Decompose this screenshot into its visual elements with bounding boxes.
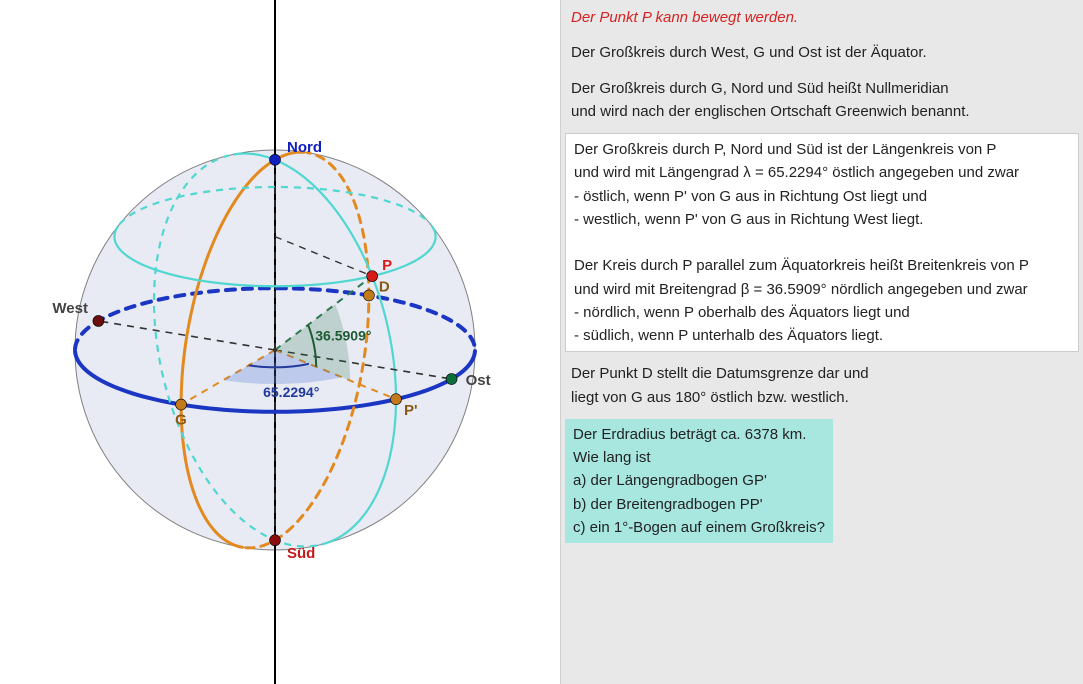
svg-text:65.2294°: 65.2294° xyxy=(263,384,319,400)
mid1: Der Punkt D stellt die Datumsgrenze dar … xyxy=(571,365,869,382)
graphics-viewport[interactable]: 65.2294° 36.5909° Nord Süd West Ost G D P' P xyxy=(0,0,560,684)
point-D xyxy=(363,290,374,301)
point-G xyxy=(176,399,187,410)
point-P' xyxy=(391,394,402,405)
point-Nord xyxy=(270,154,281,165)
box1-l2: und wird mit Längengrad λ = 65.2294° öst… xyxy=(574,161,1070,184)
q4: b) der Breitengradbogen PP' xyxy=(573,493,825,516)
side-panel: Der Punkt P kann bewegt werden. Der Groß… xyxy=(560,0,1083,684)
box1-l5: Der Kreis durch P parallel zum Äquatorkr… xyxy=(574,254,1070,277)
label-G: G xyxy=(175,412,187,429)
q5: c) ein 1°-Bogen auf einem Großkreis? xyxy=(573,516,825,539)
hint-text: Der Punkt P kann bewegt werden. xyxy=(565,4,1079,31)
point-P[interactable] xyxy=(367,271,378,282)
point-West xyxy=(93,315,104,326)
svg-text:36.5909°: 36.5909° xyxy=(315,328,371,344)
box1-l3: - östlich, wenn P' von G aus in Richtung… xyxy=(574,185,1070,208)
dateline-text: Der Punkt D stellt die Datumsgrenze dar … xyxy=(565,360,1079,411)
mid2: liegt von G aus 180° östlich bzw. westli… xyxy=(571,389,849,406)
label-Süd: Süd xyxy=(287,545,315,562)
label-P': P' xyxy=(404,402,418,419)
box1-l6: und wird mit Breitengrad β = 36.5909° nö… xyxy=(574,278,1070,301)
q3: a) der Längengradbogen GP' xyxy=(573,469,825,492)
box1-l1: Der Großkreis durch P, Nord und Süd ist … xyxy=(574,138,1070,161)
intro-equator: Der Großkreis durch West, G und Ost ist … xyxy=(565,39,1079,66)
point-Ost xyxy=(446,374,457,385)
sphere-diagram[interactable]: 65.2294° 36.5909° Nord Süd West Ost G D P' P xyxy=(0,0,560,684)
definitions-box: Der Großkreis durch P, Nord und Süd ist … xyxy=(565,133,1079,352)
intro2a: Der Großkreis durch G, Nord und Süd heiß… xyxy=(571,80,949,97)
box1-l8: - südlich, wenn P unterhalb des Äquators… xyxy=(574,324,1070,347)
question-box: Der Erdradius beträgt ca. 6378 km. Wie l… xyxy=(565,419,833,543)
label-P: P xyxy=(382,257,392,274)
box1-l7: - nördlich, wenn P oberhalb des Äquators… xyxy=(574,301,1070,324)
point-Süd xyxy=(270,535,281,546)
q1: Der Erdradius beträgt ca. 6378 km. xyxy=(573,423,825,446)
label-Nord: Nord xyxy=(287,139,322,156)
intro-nullmeridian: Der Großkreis durch G, Nord und Süd heiß… xyxy=(565,75,1079,126)
q2: Wie lang ist xyxy=(573,446,825,469)
label-Ost: Ost xyxy=(466,372,491,389)
label-D: D xyxy=(379,278,390,295)
box1-l4: - westlich, wenn P' von G aus in Richtun… xyxy=(574,208,1070,231)
label-West: West xyxy=(52,300,88,317)
intro2b: und wird nach der englischen Ortschaft G… xyxy=(571,103,970,120)
